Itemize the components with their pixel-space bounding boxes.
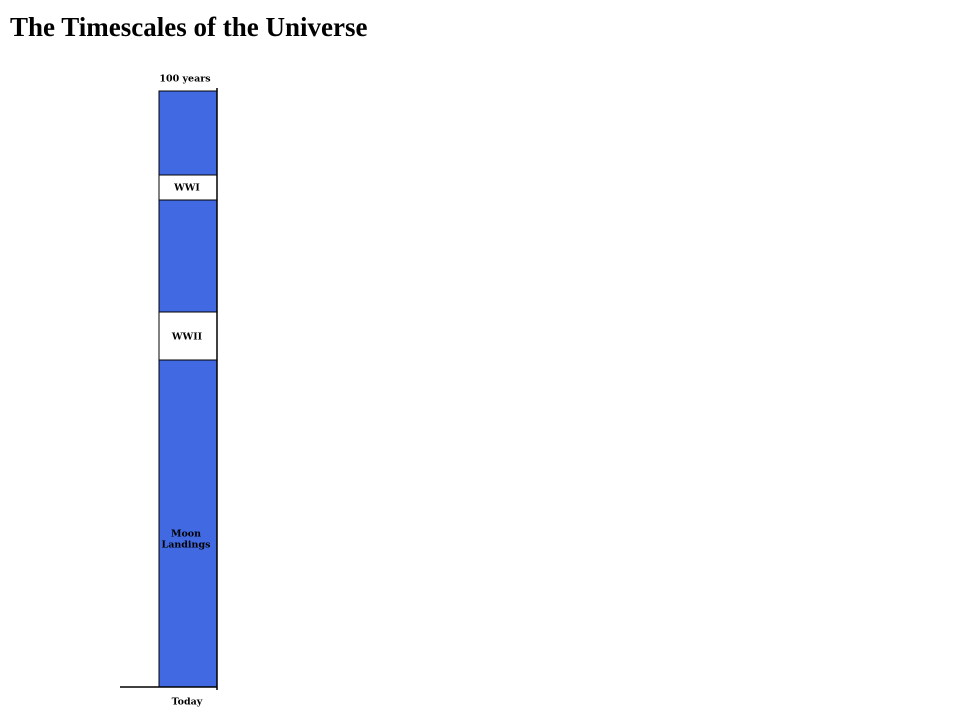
event-box: [158, 311, 218, 361]
bottom-label: Today: [172, 697, 203, 708]
event-label: Landings: [162, 540, 211, 551]
event-label: WWI: [173, 183, 200, 194]
event-label: Moon: [171, 529, 201, 540]
event-box: [158, 174, 218, 201]
title: The Timescales of the Universe: [10, 12, 368, 42]
event-label: WWII: [171, 332, 203, 343]
top-label: 100 years: [159, 74, 210, 85]
